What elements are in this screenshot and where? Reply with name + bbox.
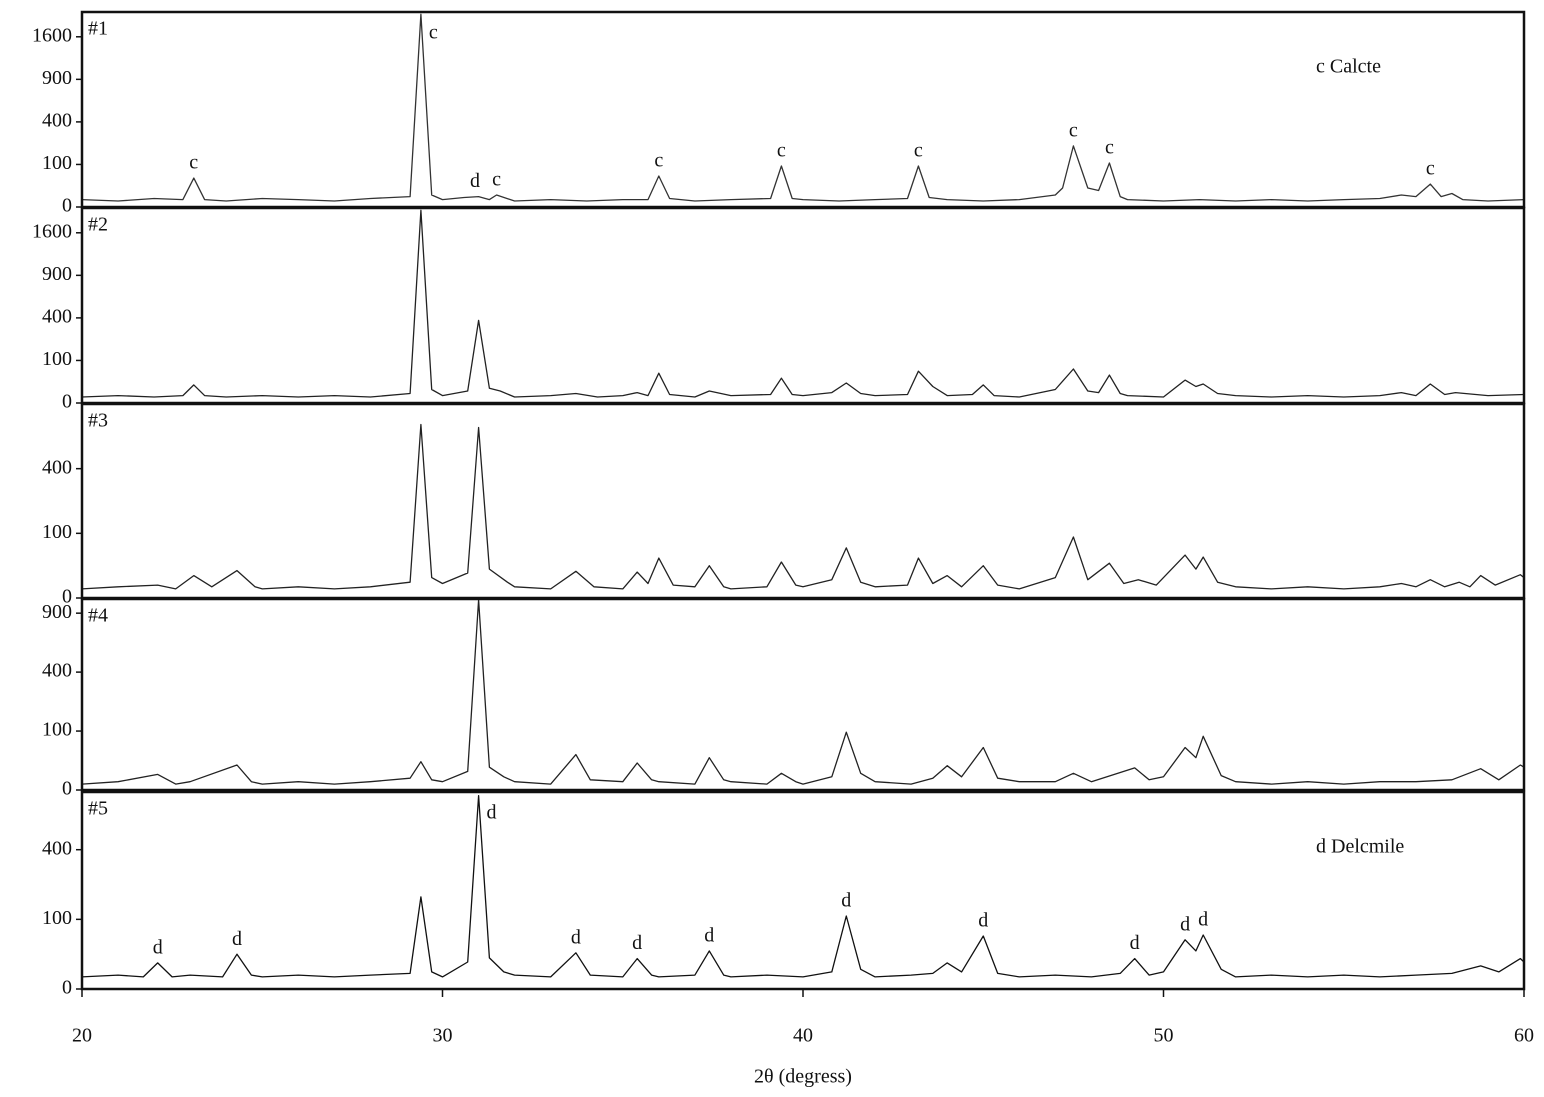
y-tick-label: 100 xyxy=(42,521,72,543)
peak-label: d xyxy=(487,802,497,824)
peak-label: d xyxy=(841,890,851,912)
y-tick-label: 0 xyxy=(62,977,72,999)
xrd-trace xyxy=(81,599,1525,785)
peak-label: d xyxy=(1198,909,1208,931)
peak-label: c xyxy=(777,140,786,162)
panel-label: #1 xyxy=(88,18,108,40)
y-tick-label: 0 xyxy=(62,778,72,800)
y-tick-label: 100 xyxy=(42,152,72,174)
peak-label: d xyxy=(632,932,642,954)
phase-legend: d Delcmile xyxy=(1316,836,1404,858)
phase-legend: c Calcte xyxy=(1316,56,1381,78)
peak-label: c xyxy=(492,169,501,191)
peak-label: c xyxy=(429,22,438,44)
peak-label: c xyxy=(1069,120,1078,142)
peak-label: c xyxy=(1105,137,1114,159)
xrd-trace xyxy=(81,795,1525,978)
peak-label: d xyxy=(571,926,581,948)
y-tick-label: 900 xyxy=(42,67,72,89)
x-tick-label: 20 xyxy=(72,1025,92,1047)
panel-label: #2 xyxy=(88,214,108,236)
panel-frame xyxy=(80,790,1526,991)
y-tick-label: 0 xyxy=(62,586,72,608)
peak-label: d xyxy=(232,928,242,950)
peak-label: d xyxy=(153,937,163,959)
panel-frame xyxy=(80,597,1526,792)
xrd-trace xyxy=(81,209,1525,398)
panel-frame xyxy=(80,402,1526,600)
y-tick-label: 0 xyxy=(62,195,72,217)
peak-label: d xyxy=(704,924,714,946)
x-tick-label: 30 xyxy=(433,1025,453,1047)
peak-label: d xyxy=(470,170,480,192)
panel-label: #4 xyxy=(88,605,108,627)
y-tick-label: 0 xyxy=(62,391,72,413)
y-tick-label: 400 xyxy=(42,305,72,327)
y-tick-label: 1600 xyxy=(32,24,72,46)
peak-label: c xyxy=(189,152,198,174)
xrd-trace xyxy=(81,423,1525,590)
y-tick-label: 1600 xyxy=(32,220,72,242)
panel-label: #3 xyxy=(88,410,108,432)
x-tick-label: 60 xyxy=(1514,1025,1534,1047)
y-tick-label: 900 xyxy=(42,263,72,285)
peak-label: c xyxy=(654,150,663,172)
peak-label: d xyxy=(978,910,988,932)
x-axis-label: 2θ (degress) xyxy=(754,1066,852,1088)
y-tick-label: 400 xyxy=(42,660,72,682)
peak-label: d xyxy=(1130,932,1140,954)
peak-label: c xyxy=(1426,158,1435,180)
y-tick-label: 100 xyxy=(42,348,72,370)
x-tick-label: 50 xyxy=(1154,1025,1174,1047)
y-tick-label: 100 xyxy=(42,719,72,741)
peak-label: c xyxy=(914,140,923,162)
xrd-trace xyxy=(81,13,1525,202)
panel-label: #5 xyxy=(88,798,108,820)
x-tick-label: 40 xyxy=(793,1025,813,1047)
peak-label: d xyxy=(1180,913,1190,935)
panel-frame xyxy=(80,10,1526,209)
y-tick-label: 900 xyxy=(42,601,72,623)
y-tick-label: 400 xyxy=(42,456,72,478)
y-tick-label: 400 xyxy=(42,837,72,859)
y-tick-label: 400 xyxy=(42,109,72,131)
y-tick-label: 100 xyxy=(42,907,72,929)
panel-frame xyxy=(80,206,1526,405)
